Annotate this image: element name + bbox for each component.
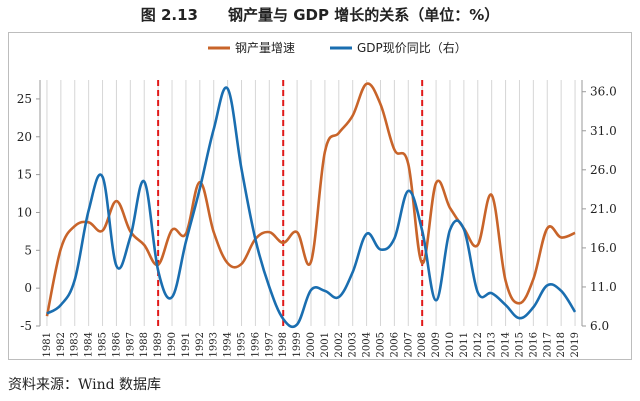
x-tick-label: 2006: [389, 332, 400, 357]
x-tick-label: 2015: [514, 332, 525, 357]
x-tick-label: 2013: [487, 332, 498, 357]
x-tick-label: 1999: [292, 332, 303, 357]
left-tick-label: 0: [24, 281, 32, 295]
left-tick-label: -5: [20, 319, 32, 333]
figure-title: 图 2.13 钢产量与 GDP 增长的关系（单位：%）: [140, 6, 500, 24]
x-tick-label: 1983: [70, 332, 81, 357]
right-tick-label: 6.0: [590, 319, 609, 333]
left-tick-label: 15: [17, 168, 32, 182]
x-tick-label: 2018: [556, 332, 567, 357]
x-tick-label: 1996: [250, 332, 261, 357]
x-tick-label: 2014: [501, 332, 512, 357]
x-tick-label: 2017: [542, 332, 553, 357]
reference-lines: [157, 80, 424, 328]
x-tick-label: 1988: [139, 332, 150, 357]
x-tick-label: 1987: [125, 332, 136, 357]
right-tick-label: 31.0: [590, 124, 617, 138]
right-tick-label: 21.0: [590, 202, 617, 216]
x-tick-label: 2001: [320, 332, 331, 357]
left-tick-label: 25: [17, 92, 32, 106]
right-tick-label: 36.0: [590, 85, 617, 99]
source-note: 资料来源：Wind 数据库: [8, 377, 162, 393]
x-tick-label: 2008: [417, 332, 428, 357]
left-tick-label: 10: [17, 205, 32, 219]
x-tick-label: 1986: [111, 332, 122, 357]
x-tick-label: 1991: [181, 332, 192, 357]
x-tick-label: 2009: [431, 332, 442, 357]
x-tick-label: 1992: [195, 332, 206, 357]
chart-frame: [8, 32, 632, 360]
x-tick-label: 2005: [375, 332, 386, 357]
axes: -5 0 5 10 15 20 25 6.0 11.0 16.0 21.0 26.0 31.0 36.0 1…: [17, 80, 617, 357]
x-tick-label: 1982: [56, 332, 67, 357]
x-tick-label: 2019: [570, 332, 581, 357]
legend-label-1: GDP现价同比（右）: [357, 40, 467, 55]
x-tick-label: 2012: [473, 332, 484, 357]
x-tick-label: 1989: [153, 332, 164, 357]
x-tick-label: 1981: [42, 332, 53, 357]
x-tick-label: 1994: [223, 332, 234, 357]
x-tick-label: 2007: [403, 332, 414, 357]
series-lines: [45, 82, 577, 329]
x-tick-label: 1985: [98, 332, 109, 357]
x-tick-label: 1995: [237, 332, 248, 357]
x-tick-label: 1984: [84, 332, 95, 357]
x-tick-label: 1997: [264, 332, 275, 357]
x-tick-label: 2004: [362, 332, 373, 357]
x-tick-label: 2011: [459, 332, 470, 357]
series-line-1: [46, 86, 577, 329]
left-tick-label: 20: [17, 130, 32, 144]
x-tick-label: 2016: [528, 332, 539, 357]
series-line-0: [45, 82, 576, 317]
x-tick-label: 1990: [167, 332, 178, 357]
x-tick-label: 1998: [278, 332, 289, 357]
legend: 钢产量增速 GDP现价同比（右）: [208, 40, 467, 55]
right-tick-label: 26.0: [590, 163, 617, 177]
x-tick-label: 2000: [306, 332, 317, 357]
right-tick-label: 11.0: [590, 280, 617, 294]
x-tick-label: 2002: [334, 332, 345, 357]
legend-label-0: 钢产量增速: [235, 41, 295, 55]
left-tick-label: 5: [24, 243, 32, 257]
x-tick-label: 1993: [209, 332, 220, 357]
x-tick-label: 2010: [445, 332, 456, 357]
x-tick-label: 2003: [348, 332, 359, 357]
right-tick-label: 16.0: [590, 241, 617, 255]
